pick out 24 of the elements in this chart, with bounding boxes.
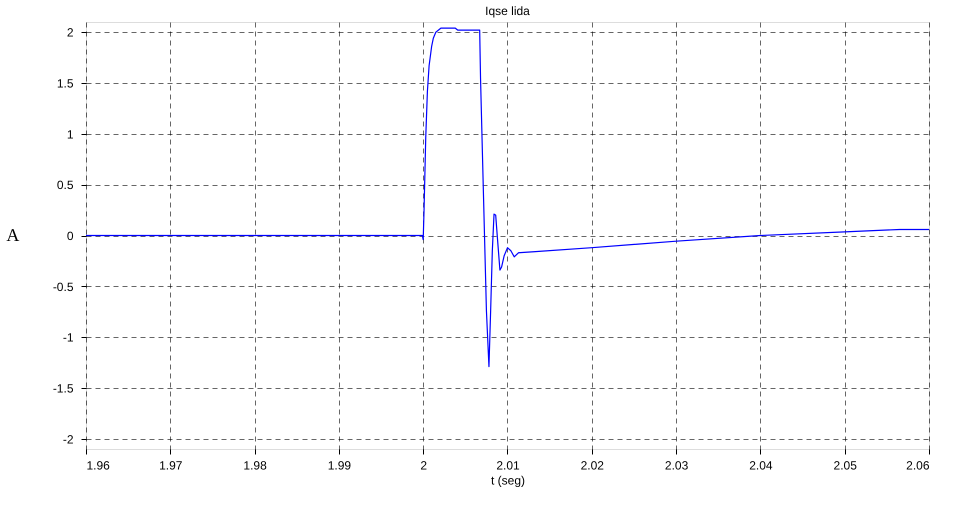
y-axis-title: A: [6, 225, 20, 245]
x-tick-label: 1.96: [86, 458, 110, 472]
x-axis-title: t (seg): [490, 474, 526, 488]
x-tick-label: 2: [420, 458, 428, 472]
y-tick-label: -1.5: [52, 382, 74, 396]
y-tick-label: 2: [66, 26, 74, 40]
y-tick-label: -0.5: [52, 280, 74, 294]
x-tick-label: 2.03: [664, 458, 689, 472]
x-tick-label: 2.05: [834, 458, 858, 472]
x-tick-label: 2.01: [496, 458, 520, 472]
chart-title: Iqse lida: [485, 4, 530, 18]
x-tick-label: 1.97: [159, 458, 183, 472]
line-series: [85, 28, 930, 368]
y-tick-label: 1.5: [56, 76, 74, 90]
x-tick-label: 2.04: [749, 458, 773, 472]
y-tick-label: 0.5: [56, 178, 74, 192]
x-tick-label: 1.98: [243, 458, 268, 472]
x-tick-label: 1.99: [328, 458, 352, 472]
y-tick-label: 1: [66, 127, 74, 142]
y-tick-label: -2: [62, 432, 74, 446]
x-tick-label: 2.02: [580, 458, 604, 472]
y-tick-label: -1: [62, 330, 74, 345]
y-tick-label: 0: [66, 229, 74, 243]
x-tick-label: 2.06: [906, 458, 930, 472]
